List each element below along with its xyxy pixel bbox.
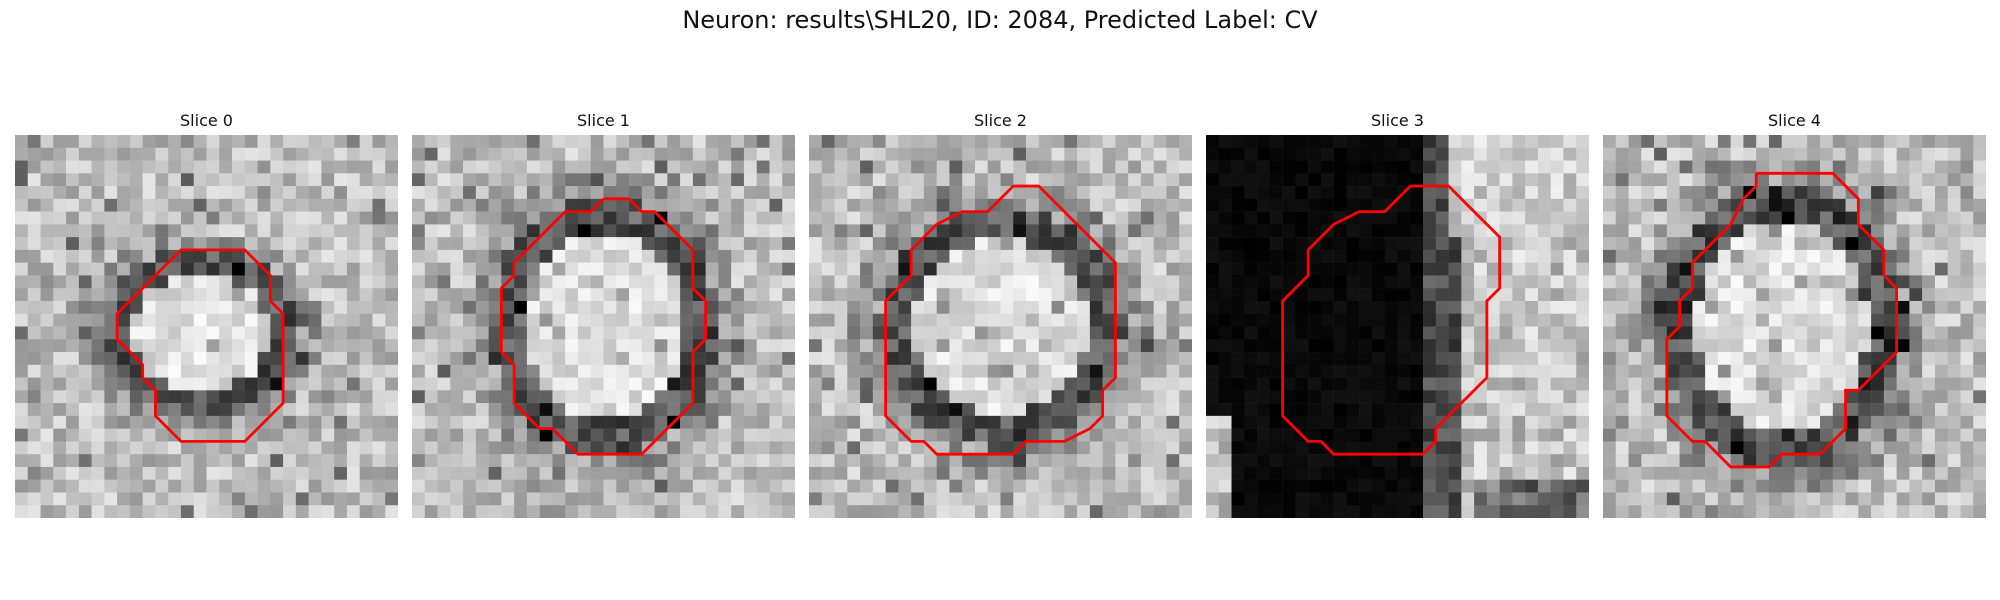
neuron-outline-4 [1665, 171, 1899, 469]
neuron-outline-0 [115, 248, 285, 443]
slice-panel-1: Slice 1 [412, 108, 795, 518]
slice-title-3: Slice 3 [1371, 111, 1424, 130]
slice-title-4: Slice 4 [1768, 111, 1821, 130]
slice-image-3 [1206, 135, 1589, 518]
neuron-outline-3 [1281, 184, 1502, 456]
slice-title-1: Slice 1 [577, 111, 630, 130]
slice-image-1 [412, 135, 795, 518]
slice-image-0 [15, 135, 398, 518]
slice-panel-2: Slice 2 [809, 108, 1192, 518]
slice-title-2: Slice 2 [974, 111, 1027, 130]
slice-panel-3: Slice 3 [1206, 108, 1589, 518]
slice-panel-0: Slice 0 [15, 108, 398, 518]
slice-image-4 [1603, 135, 1986, 518]
slice-panel-4: Slice 4 [1603, 108, 1986, 518]
figure-title: Neuron: results\SHL20, ID: 2084, Predict… [682, 6, 1318, 34]
slice-image-2 [809, 135, 1192, 518]
neuron-outline-1 [499, 197, 708, 456]
slice-title-0: Slice 0 [180, 111, 233, 130]
neuron-outline-2 [884, 184, 1117, 456]
